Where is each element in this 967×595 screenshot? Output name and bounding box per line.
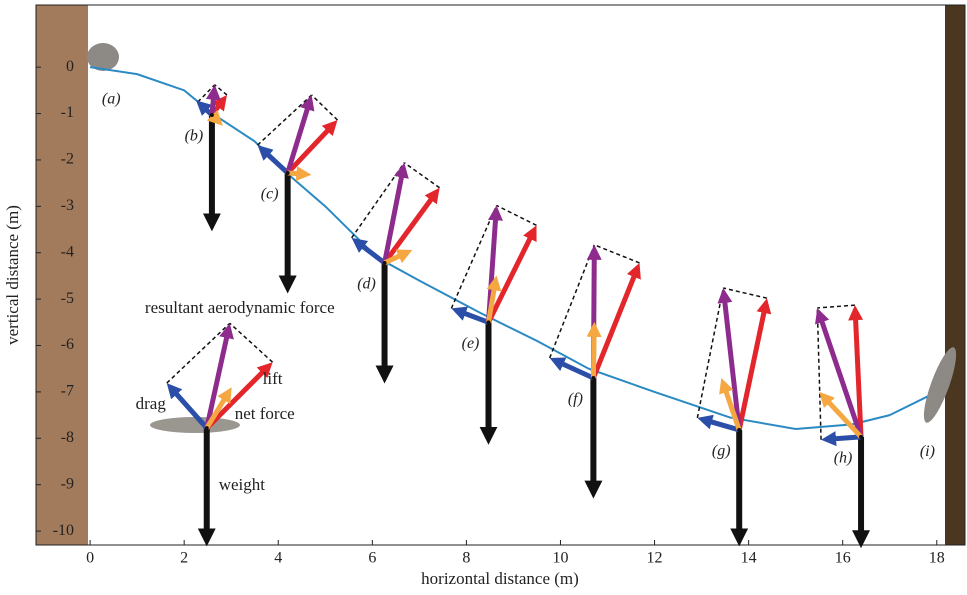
point-label: (i) <box>920 443 935 460</box>
parallelogram-edge <box>403 162 441 189</box>
station-label: (f) <box>568 391 583 408</box>
y-tick-label: -7 <box>61 383 74 400</box>
plot-frame <box>35 4 966 546</box>
resultant-arrow <box>815 307 864 438</box>
y-tick-label: -4 <box>61 243 74 260</box>
parallelogram-edge <box>450 205 498 309</box>
net-arrow <box>383 249 413 266</box>
y-tick-label: 0 <box>66 58 74 75</box>
station-point <box>209 112 214 117</box>
net-arrow <box>819 391 863 439</box>
parallelogram-edge <box>548 244 596 359</box>
y-tick-label: -10 <box>53 522 74 539</box>
parallelogram-edge <box>229 322 274 363</box>
drag-arrow <box>166 383 209 430</box>
y-tick-label: -2 <box>61 151 74 168</box>
x-tick-label: 4 <box>274 550 282 567</box>
lift-arrow <box>848 305 864 438</box>
resultant-arrow <box>717 287 742 431</box>
parallelogram-edge <box>496 204 537 227</box>
parallelogram-edge <box>816 307 822 440</box>
trajectory <box>89 66 928 431</box>
y-tick-label: -3 <box>61 197 74 214</box>
squirrel-key <box>150 417 240 433</box>
y-tick-label: -5 <box>61 290 74 307</box>
y-axis-label: vertical distance (m) <box>3 205 22 345</box>
station-label: (c) <box>261 186 279 203</box>
key-label: drag <box>136 394 167 413</box>
lift-arrow <box>486 225 537 324</box>
lift-arrow <box>285 120 338 175</box>
parallelogram-edge <box>817 304 855 309</box>
station-label: (b) <box>185 128 204 145</box>
station-label: (e) <box>462 335 480 352</box>
x-tick-label: 8 <box>462 550 470 567</box>
x-tick-label: 0 <box>86 550 94 567</box>
parallelogram-edge <box>311 94 339 121</box>
parallelogram-edge <box>696 287 724 419</box>
resultant-arrow <box>285 95 315 174</box>
station-label: (g) <box>712 443 731 460</box>
key-label: lift <box>263 369 283 388</box>
station-point <box>204 426 209 431</box>
x-tick-label: 12 <box>647 550 663 567</box>
x-tick-label: 14 <box>741 550 757 567</box>
right-wall <box>945 5 965 545</box>
drag-arrow <box>351 237 387 265</box>
station-point <box>486 320 491 325</box>
drag-arrow <box>451 306 490 325</box>
lift-arrow <box>204 362 273 430</box>
drag-arrow <box>821 431 862 447</box>
resultant-arrow <box>382 162 409 264</box>
left-wall <box>36 5 88 545</box>
lift-arrow <box>736 298 772 431</box>
parallelogram-edge <box>594 244 640 264</box>
key-label: resultant aerodynamic force <box>145 298 335 317</box>
squirrel-landing <box>923 347 957 423</box>
drag-arrow <box>257 145 290 175</box>
station-label: (d) <box>357 276 376 293</box>
lift-arrow <box>591 262 641 379</box>
key-label: net force <box>235 404 295 423</box>
x-tick-label: 10 <box>552 550 568 567</box>
point-label: (a) <box>102 90 121 107</box>
x-tick-label: 6 <box>368 550 376 567</box>
x-tick-label: 16 <box>835 550 851 567</box>
station-point <box>382 260 387 265</box>
lift-arrow <box>382 187 440 265</box>
x-tick-label: 2 <box>180 550 188 567</box>
y-tick-label: -8 <box>61 429 74 446</box>
x-tick-label: 18 <box>929 550 945 567</box>
y-tick-label: -1 <box>61 104 74 121</box>
net-arrow <box>719 377 742 431</box>
key-label: weight <box>219 475 266 494</box>
station-point <box>737 427 742 432</box>
drag-arrow <box>697 414 740 433</box>
station-label: (h) <box>834 450 853 467</box>
parallelogram-edge <box>351 162 405 239</box>
net-arrow <box>486 275 502 323</box>
y-tick-label: -9 <box>61 475 74 492</box>
station-point <box>591 375 596 380</box>
parallelogram-edge <box>723 287 768 299</box>
y-tick-label: -6 <box>61 336 74 353</box>
resultant-arrow <box>204 323 234 429</box>
x-axis-label: horizontal distance (m) <box>421 569 579 588</box>
net-arrow <box>204 387 232 430</box>
parallelogram-edge <box>214 84 228 96</box>
station-point <box>859 434 864 439</box>
squirrel-launch <box>87 43 119 71</box>
parallelogram-edge <box>257 94 313 146</box>
station-point <box>285 170 290 175</box>
drag-arrow <box>549 357 595 381</box>
resultant-arrow <box>205 84 221 116</box>
net-arrow <box>586 321 602 379</box>
